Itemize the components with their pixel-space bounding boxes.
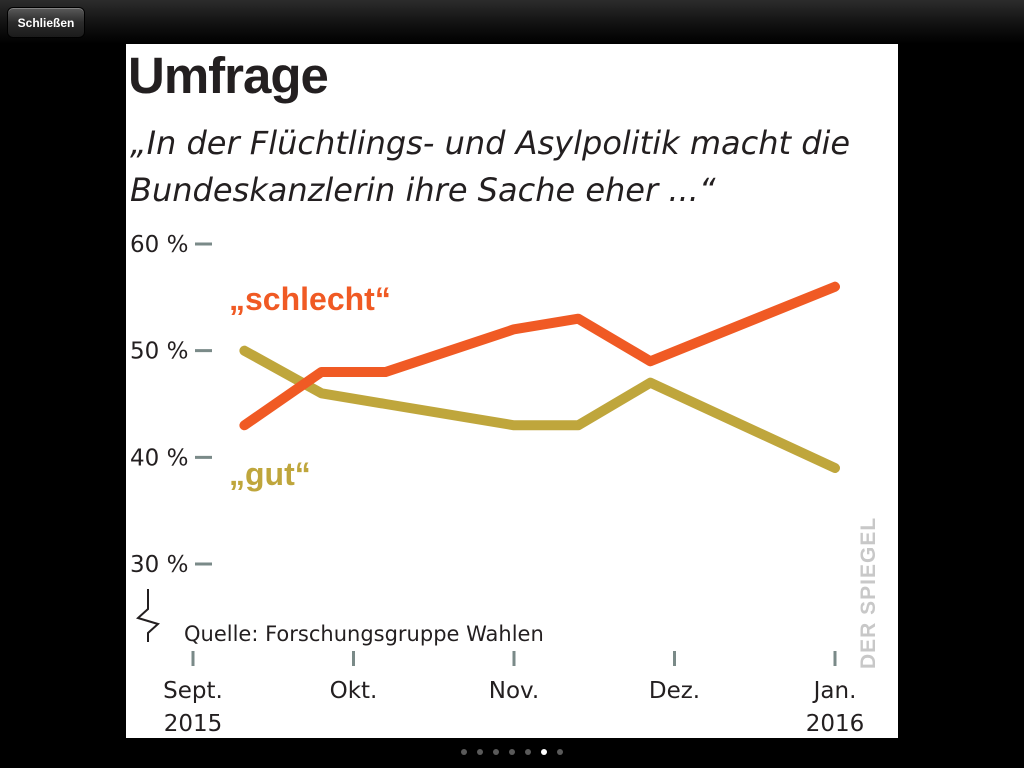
page-dot[interactable] — [493, 749, 499, 755]
x-tick-label: Nov. — [489, 678, 539, 704]
series-label-gut: „gut“ — [229, 456, 311, 492]
chart-title: Umfrage — [128, 47, 328, 104]
chart-subtitle-line-2: Bundeskanzlerin ihre Sache eher ...“ — [130, 171, 716, 209]
axis-break-icon — [136, 589, 160, 642]
x-tick-label: Okt. — [330, 678, 378, 704]
chart-image: Umfrage „In der Flüchtlings- und Asylpol… — [126, 44, 898, 738]
series-label-schlecht: „schlecht“ — [229, 281, 391, 317]
x-tick-label: Dez. — [649, 678, 700, 704]
source-note: Quelle: Forschungsgruppe Wahlen — [184, 622, 544, 646]
page-indicator — [0, 746, 1024, 758]
line-chart: Umfrage „In der Flüchtlings- und Asylpol… — [128, 47, 880, 737]
page-dot[interactable] — [557, 749, 563, 755]
series-line-schlecht — [239, 281, 840, 431]
x-axis: Sept. 2015 Okt. Nov. Dez. Jan. 2016 — [163, 651, 864, 737]
page-dot[interactable] — [541, 749, 547, 755]
x-tick-year-label: 2016 — [806, 711, 865, 737]
x-tick-label: Jan. — [812, 678, 857, 704]
top-toolbar: Schließen — [0, 0, 1024, 44]
x-tick-label: Sept. — [163, 678, 223, 704]
x-tick-year-label: 2015 — [164, 711, 223, 737]
y-tick-label: 40 % — [130, 445, 188, 471]
y-tick-label: 50 % — [130, 339, 188, 365]
page-dot[interactable] — [525, 749, 531, 755]
page-dot[interactable] — [509, 749, 515, 755]
chart-subtitle-line-1: „In der Flüchtlings- und Asylpolitik mac… — [130, 124, 850, 162]
page-dot[interactable] — [477, 749, 483, 755]
y-tick-label: 60 % — [130, 232, 188, 258]
close-button[interactable]: Schließen — [7, 7, 85, 38]
series-line-gut — [239, 345, 840, 473]
page-dot[interactable] — [461, 749, 467, 755]
y-tick-label: 30 % — [130, 552, 188, 578]
watermark-der-spiegel: DER SPIEGEL — [857, 517, 880, 669]
series-layer — [239, 281, 840, 473]
y-axis: 30 % 40 % 50 % 60 % — [130, 232, 212, 578]
